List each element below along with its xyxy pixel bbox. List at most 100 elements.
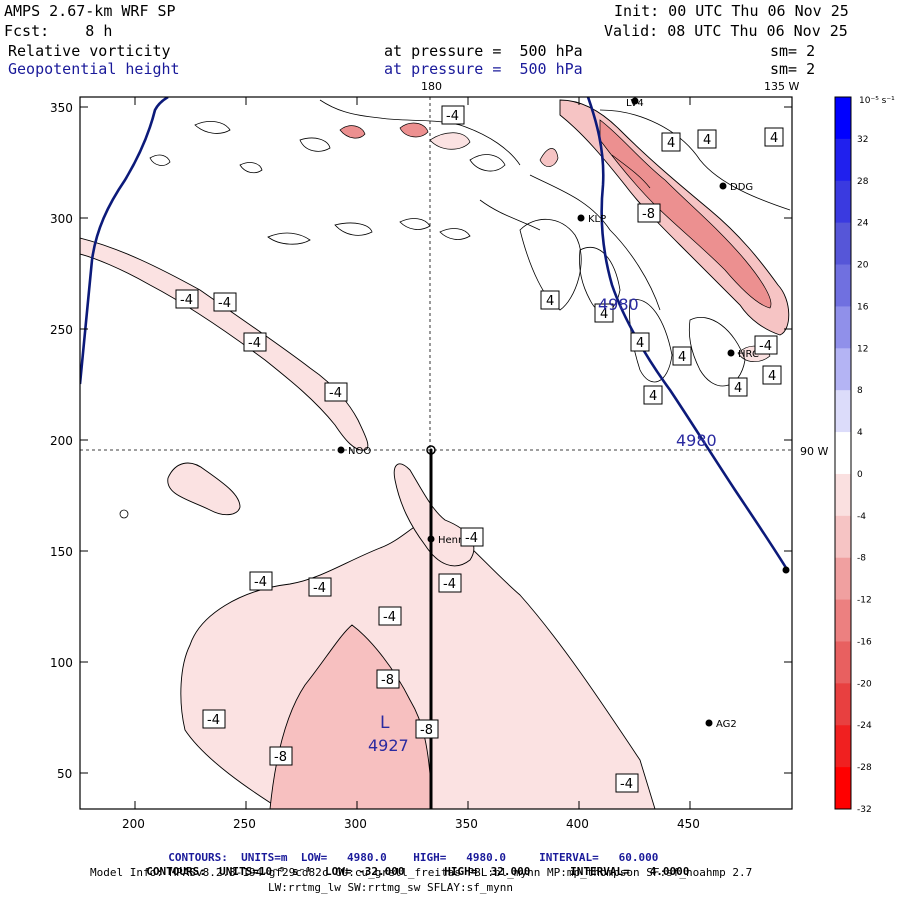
svg-text:KLP: KLP [588,214,606,225]
footer-vorticity-contours: CONTOURS: UNITS=10⁻⁵ s⁻¹ LOW= -32.000 HI… [146,865,690,878]
forecast-hour: Fcst: 8 h [4,22,113,40]
colorbar-label: 20 [857,261,869,271]
svg-text:-4: -4 [759,339,772,354]
svg-text:-8: -8 [420,723,433,738]
colorbar-label: -12 [857,596,872,606]
svg-text:-4: -4 [180,293,193,308]
svg-text:150: 150 [50,545,73,559]
colorbar-swatch [835,599,851,642]
stations: LV4 DDG KLP HRC NOO Henry AG2 [337,97,790,730]
parallel-90w-label: 90 W [800,445,828,458]
svg-text:HRC: HRC [738,349,759,360]
svg-text:-8: -8 [381,673,394,688]
colorbar-swatch [835,138,851,182]
svg-text:-4: -4 [620,777,633,792]
svg-text:-4: -4 [383,610,396,625]
colorbar-label: 32 [857,135,868,145]
shaded-region-henry [393,463,475,567]
svg-text:250: 250 [233,817,256,831]
colorbar-swatch [835,641,851,684]
svg-text:-4: -4 [465,531,478,546]
colorbar-label: 16 [857,302,869,312]
svg-text:4: 4 [703,133,711,148]
svg-text:4: 4 [667,136,675,151]
svg-text:200: 200 [122,817,145,831]
svg-text:300: 300 [50,212,73,226]
svg-text:450: 450 [677,817,700,831]
svg-text:-4: -4 [218,296,231,311]
field2-smoothing: sm= 2 [770,60,816,78]
field1-level: at pressure = 500 hPa [384,42,583,60]
svg-text:4: 4 [636,336,644,351]
svg-text:-8: -8 [642,207,655,222]
colorbar-swatch [835,473,851,517]
colorbar-label: 8 [857,386,863,396]
field2-name: Geopotential height [8,60,180,78]
field1-name: Relative vorticity [8,42,171,60]
low-center-letter: L [380,713,390,733]
svg-text:-4: -4 [446,109,459,124]
svg-text:-4: -4 [207,713,220,728]
colorbar-label: 12 [857,344,868,354]
axis-ticks [80,97,792,809]
x-tick-labels: 200 250 300 350 400 450 [122,817,700,831]
svg-text:300: 300 [344,817,367,831]
colorbar-swatch [835,767,851,810]
svg-text:4: 4 [734,381,742,396]
footer-physics-info: LW:rrtmg_lw SW:rrtmg_sw SFLAY:sf_mynn [268,881,514,894]
y-tick-labels: 350 300 250 200 150 100 50 [50,101,73,781]
colorbar-label: 0 [857,470,863,480]
low-center-value: 4927 [368,736,409,755]
svg-text:4: 4 [678,350,686,365]
colorbar-swatch [835,348,851,391]
svg-text:400: 400 [566,817,589,831]
colorbar-label: -24 [857,721,872,731]
svg-text:250: 250 [50,323,73,337]
colorbar: 32 28 24 20 16 12 8 4 0 -4 -8 -12 -16 -20 -24 -28 -32 [834,96,872,815]
colorbar-label: 4 [857,428,863,438]
svg-text:350: 350 [50,101,73,115]
model-title: AMPS 2.67-km WRF SP [4,2,176,20]
colorbar-swatch [835,306,851,349]
plot-frame [79,96,793,810]
svg-text:100: 100 [50,656,73,670]
svg-text:200: 200 [50,434,73,448]
svg-text:4: 4 [546,294,554,309]
svg-text:LV4: LV4 [626,98,644,109]
svg-text:-4: -4 [313,581,326,596]
svg-text:-4: -4 [329,386,342,401]
colorbar-label: -28 [857,763,872,773]
svg-text:-4: -4 [443,577,456,592]
svg-text:4: 4 [770,131,778,146]
colorbar-swatch [835,222,851,266]
shaded-region-blob [167,462,241,516]
colorbar-label: 28 [857,177,869,187]
svg-text:4: 4 [600,307,608,322]
colorbar-units: 10⁻⁵ s⁻¹ [859,96,895,106]
field1-smoothing: sm= 2 [770,42,816,60]
colorbar-swatch [835,180,851,224]
height-label-4980-b: 4980 [676,431,717,450]
height-label-4980-a: 4980 [598,295,639,314]
svg-text:50: 50 [57,767,72,781]
contour-labels: -4 -4 -4 -4 -4 4 4 4 -8 4 4 4 4 -4 4 4 4… [175,105,784,793]
valid-time: Valid: 08 UTC Thu 06 Nov 25 [604,22,848,40]
meridian-180-label: 180 [421,80,442,93]
svg-text:-4: -4 [254,575,267,590]
svg-text:350: 350 [455,817,478,831]
colorbar-label: -8 [857,554,866,564]
colorbar-swatch [835,264,851,307]
meridian-135w-label: 135 W [764,80,799,93]
shaded-streak-ne-inner [599,119,772,309]
svg-text:-8: -8 [274,750,287,765]
colorbar-swatch [835,97,851,140]
svg-text:-4: -4 [248,336,261,351]
height-contour-west [80,97,169,385]
footer-model-info: Model Info: MPASv8.2.3-194-gf29cd82c CU:… [90,866,753,879]
init-time: Init: 00 UTC Thu 06 Nov 25 [614,2,849,20]
colorbar-swatch [835,432,851,475]
colorbar-label: -32 [857,805,872,815]
footer-height-contours: CONTOURS: UNITS=m LOW= 4980.0 HIGH= 4980… [168,851,659,864]
svg-text:4: 4 [649,389,657,404]
